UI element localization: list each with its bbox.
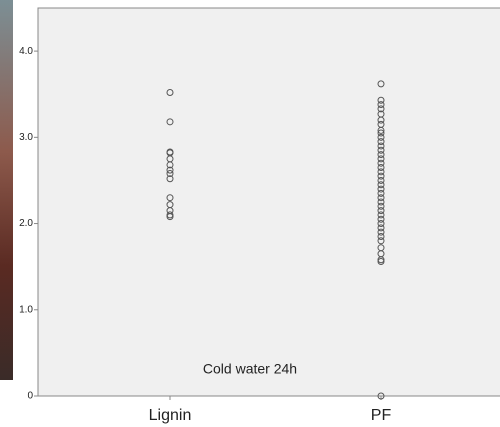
y-tick-label: 4.0 (19, 46, 33, 57)
point (377, 159, 385, 167)
point (377, 116, 385, 124)
point (377, 237, 385, 245)
point (377, 207, 385, 215)
point (377, 172, 385, 180)
point (377, 142, 385, 150)
x-tick-label: PF (371, 407, 392, 424)
point (377, 105, 385, 113)
y-tick-label: 0 (27, 391, 33, 402)
point (377, 211, 385, 219)
photo-strip (0, 0, 13, 380)
y-tick-label: 3.0 (19, 132, 33, 143)
point (377, 189, 385, 197)
point (377, 198, 385, 206)
point (377, 129, 385, 137)
point (377, 181, 385, 189)
point (377, 80, 385, 88)
point (377, 151, 385, 159)
y-tick-label: 1.0 (19, 304, 33, 315)
point (166, 170, 174, 178)
point (377, 215, 385, 223)
point (377, 146, 385, 154)
point (166, 194, 174, 202)
point (166, 118, 174, 126)
point (377, 164, 385, 172)
point (377, 228, 385, 236)
point (377, 202, 385, 210)
plot-area (37, 7, 500, 397)
point (377, 176, 385, 184)
point (377, 101, 385, 109)
point (166, 175, 174, 183)
point (377, 194, 385, 202)
point (166, 166, 174, 174)
annotation: Cold water 24h (203, 361, 297, 377)
point (166, 88, 174, 96)
point (377, 257, 385, 265)
point (377, 168, 385, 176)
point (166, 161, 174, 169)
point (377, 133, 385, 141)
point (377, 220, 385, 228)
point (377, 126, 385, 134)
point (377, 232, 385, 240)
x-tick-label: Lignin (149, 407, 192, 424)
point (377, 224, 385, 232)
point (166, 213, 174, 221)
point (377, 96, 385, 104)
point (377, 185, 385, 193)
point (377, 392, 385, 400)
point (377, 138, 385, 146)
point (377, 155, 385, 163)
y-tick-label: 2.0 (19, 218, 33, 229)
